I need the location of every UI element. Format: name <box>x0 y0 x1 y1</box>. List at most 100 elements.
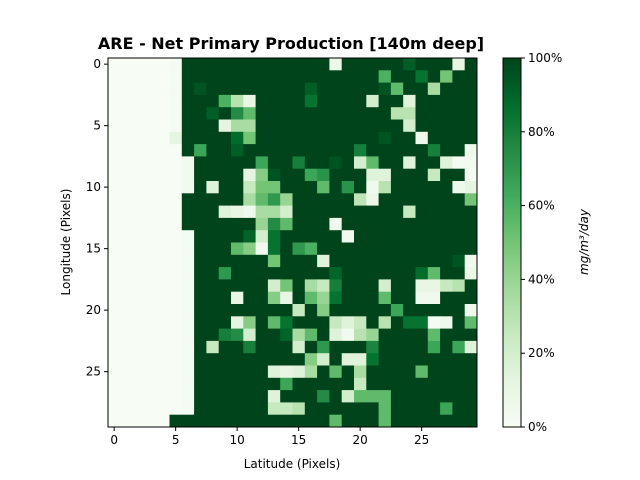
heatmap-cell <box>194 242 207 256</box>
heatmap-cell <box>317 193 330 206</box>
heatmap-cell <box>427 58 441 71</box>
heatmap-cell <box>132 390 146 403</box>
heatmap-cell <box>317 254 330 268</box>
heatmap-cell <box>378 58 392 71</box>
heatmap-cell <box>464 328 478 342</box>
heatmap-cell <box>440 328 453 342</box>
heatmap-cell <box>415 414 429 428</box>
heatmap-cell <box>120 304 133 317</box>
heatmap-cell <box>341 119 355 133</box>
heatmap-cell <box>231 144 244 157</box>
heatmap-cell <box>132 131 146 145</box>
heatmap-cell <box>181 131 195 145</box>
heatmap-cell <box>206 205 220 219</box>
heatmap-cell <box>120 58 133 71</box>
heatmap-cell <box>366 217 379 231</box>
heatmap-cell <box>366 181 379 194</box>
heatmap-cell <box>304 58 318 71</box>
heatmap-cell <box>218 254 232 268</box>
heatmap-cell <box>440 107 453 120</box>
heatmap-cell <box>427 156 441 170</box>
heatmap-cell <box>317 377 330 391</box>
heatmap-cell <box>366 267 379 280</box>
heatmap-cell <box>157 377 170 391</box>
heatmap-cell <box>317 144 330 157</box>
heatmap-cell <box>366 279 379 293</box>
heatmap-cell <box>206 377 220 391</box>
heatmap-cell <box>341 377 355 391</box>
heatmap-cell <box>354 377 367 391</box>
heatmap-cell <box>169 377 183 391</box>
heatmap-cell <box>452 205 466 219</box>
heatmap-cell <box>267 328 281 342</box>
heatmap-cell <box>243 291 256 305</box>
heatmap-cell <box>292 414 306 428</box>
heatmap-cell <box>378 402 392 416</box>
heatmap-cell <box>464 205 478 219</box>
heatmap-cell <box>280 58 293 71</box>
heatmap-cell <box>120 131 133 145</box>
heatmap-cell <box>452 107 466 120</box>
heatmap-cell <box>169 131 183 145</box>
heatmap-cell <box>464 82 478 96</box>
heatmap-cell <box>157 340 170 354</box>
heatmap-cell <box>366 94 379 108</box>
heatmap-cell <box>304 131 318 145</box>
heatmap-cell <box>354 58 367 71</box>
heatmap-cell <box>255 304 269 317</box>
heatmap-cell <box>144 365 158 379</box>
heatmap-cell <box>132 304 146 317</box>
heatmap-cell <box>243 316 256 329</box>
heatmap-cell <box>427 402 441 416</box>
heatmap-cell <box>329 82 343 96</box>
heatmap-cell <box>280 168 293 182</box>
heatmap-cell <box>267 279 281 293</box>
heatmap-cell <box>452 58 466 71</box>
heatmap-cell <box>144 205 158 219</box>
heatmap-cell <box>120 402 133 416</box>
heatmap-cell <box>440 94 453 108</box>
heatmap-cell <box>157 131 170 145</box>
heatmap-cell <box>231 267 244 280</box>
heatmap-cell <box>390 144 404 157</box>
heatmap-cell <box>452 291 466 305</box>
y-tick-label: 25 <box>86 365 101 379</box>
heatmap-cell <box>108 70 121 83</box>
heatmap-cell <box>378 82 392 96</box>
heatmap-cell <box>169 414 183 428</box>
heatmap-cell <box>415 230 429 243</box>
heatmap-cell <box>390 181 404 194</box>
heatmap-cell <box>206 242 220 256</box>
heatmap-cell <box>132 119 146 133</box>
heatmap-cell <box>317 242 330 256</box>
heatmap-cell <box>144 414 158 428</box>
heatmap-cell <box>452 402 466 416</box>
colorbar-ticks: 0% 20% 40% 60% 80% 100% <box>521 51 562 434</box>
heatmap-cell <box>390 58 404 71</box>
heatmap-cell <box>231 377 244 391</box>
heatmap-cell <box>267 168 281 182</box>
heatmap-cell <box>157 390 170 403</box>
heatmap-cell <box>403 205 416 219</box>
heatmap-cell <box>317 156 330 170</box>
heatmap-cell <box>341 291 355 305</box>
heatmap-cell <box>452 181 466 194</box>
y-tick-label: 15 <box>86 242 101 256</box>
heatmap-cell <box>415 328 429 342</box>
heatmap-cell <box>304 181 318 194</box>
heatmap-cell <box>144 267 158 280</box>
heatmap-cell <box>427 181 441 194</box>
heatmap-cell <box>304 119 318 133</box>
heatmap-cell <box>440 304 453 317</box>
heatmap-cell <box>267 230 281 243</box>
y-tick-label: 20 <box>86 303 101 317</box>
heatmap-cell <box>231 107 244 120</box>
heatmap-cell <box>218 267 232 280</box>
heatmap-cell <box>464 254 478 268</box>
heatmap-cell <box>378 131 392 145</box>
heatmap-cell <box>280 353 293 366</box>
heatmap-cell <box>132 414 146 428</box>
x-tick-label: 10 <box>230 433 245 447</box>
heatmap-cell <box>304 340 318 354</box>
heatmap-cell <box>464 377 478 391</box>
